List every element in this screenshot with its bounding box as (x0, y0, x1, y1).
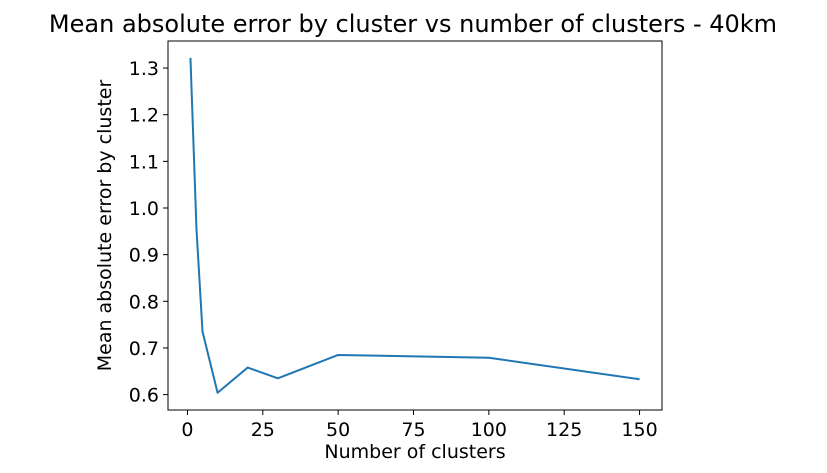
y-tick-label: 0.9 (129, 245, 159, 267)
y-tick-label: 1.1 (129, 151, 159, 173)
y-tick-label: 1.0 (129, 198, 159, 220)
y-tick-label: 0.6 (129, 385, 159, 407)
plot-frame (167, 40, 663, 411)
x-tick-label: 75 (401, 419, 425, 441)
series-line-0 (189, 57, 640, 394)
x-axis-label: Number of clusters (324, 441, 505, 463)
y-tick-label: 0.7 (129, 338, 159, 360)
x-tick-label: 150 (621, 419, 657, 441)
y-tick-label: 1.3 (129, 58, 159, 80)
x-tick-label: 100 (471, 419, 507, 441)
y-tick-label: 1.2 (129, 105, 159, 127)
x-tick-label: 125 (546, 419, 582, 441)
y-axis-ticks: 0.6 0.7 0.8 0.9 1.0 1.1 1.2 1.3 (129, 58, 168, 407)
chart-title: Mean absolute error by cluster vs number… (49, 10, 777, 38)
x-tick-label: 25 (251, 419, 275, 441)
x-tick-label: 50 (326, 419, 350, 441)
x-axis-ticks: 0 25 50 75 100 125 150 (181, 410, 658, 441)
y-axis-label: Mean absolute error by cluster (94, 80, 116, 372)
plot-area (167, 40, 663, 411)
x-tick-label: 0 (181, 419, 193, 441)
series-layer (189, 57, 640, 394)
y-tick-label: 0.8 (129, 291, 159, 313)
